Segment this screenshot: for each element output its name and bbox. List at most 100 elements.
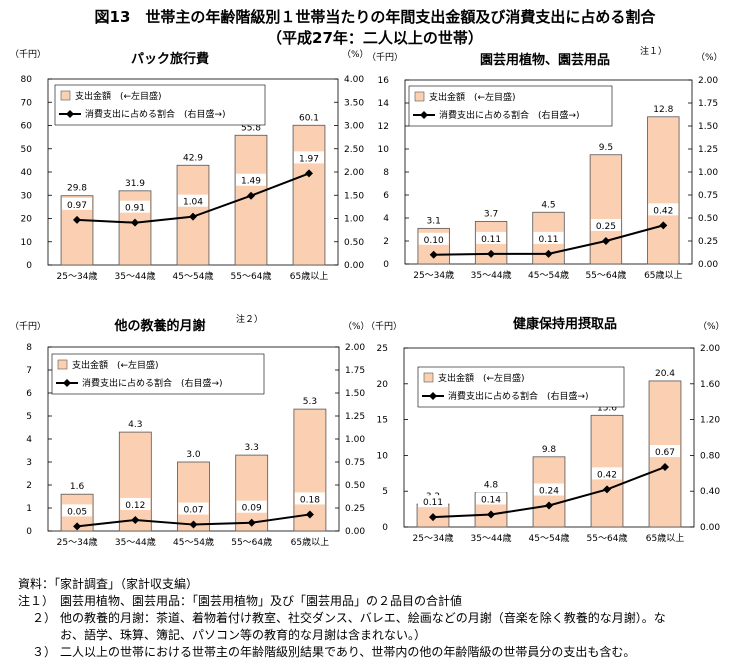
left-tick-label: 0 <box>26 261 32 271</box>
category-label: 65歳以上 <box>644 269 682 281</box>
legend-box <box>51 353 265 395</box>
ratio-label-bg <box>533 231 564 244</box>
bar-value-label: 3.3 <box>245 443 259 453</box>
left-tick-label: 20 <box>21 215 33 225</box>
right-tick-label: 0.50 <box>698 214 718 224</box>
right-tick-label: 1.25 <box>345 412 365 422</box>
left-tick-label: 40 <box>21 168 33 178</box>
left-tick-label: 2 <box>26 481 32 491</box>
figure-title: 図13 世帯主の年齢階級別１世帯当たりの年間支出金額及び消費支出に占める割合 <box>94 8 656 26</box>
category-label: 55～64歳 <box>585 269 626 281</box>
bar-value-label: 1.6 <box>70 482 85 492</box>
left-tick-label: 14 <box>378 99 390 109</box>
right-tick-label: 2.00 <box>698 76 718 86</box>
ratio-point <box>601 237 610 245</box>
right-tick-label: 1.00 <box>698 168 718 178</box>
ratio-point <box>247 518 256 527</box>
legend-bar-swatch <box>414 91 425 102</box>
right-tick-label: 3.00 <box>344 122 364 132</box>
category-label: 45～54歳 <box>528 269 569 281</box>
ratio-label-bg <box>236 173 266 186</box>
ratio-label-bg <box>120 200 150 213</box>
bar-value-label: 3.1 <box>427 216 441 226</box>
right-tick-label: 0.00 <box>345 527 365 537</box>
legend: 支出金額 (←左目盛) 消費支出に占める割合 (右目盛→) <box>417 366 625 408</box>
chart-title: 健康保持用摂取品 <box>513 316 617 332</box>
bar-value-label: 3.7 <box>484 209 498 219</box>
note-3-text: 二人以上の世帯における世帯主の年齢階級別結果であり、世帯内の他の年齢階級の世帯員… <box>60 645 636 659</box>
left-tick-label: 50 <box>21 145 33 155</box>
footnotes: 資料：「家計調査」（家計収支編） 注１） 園芸用植物、園芸用品：「園芸用植物」及び… <box>18 576 743 661</box>
ratio-value-label: 0.09 <box>242 504 262 514</box>
ratio-value-label: 0.11 <box>538 235 558 245</box>
left-tick-label: 8 <box>26 343 32 353</box>
chart-panel-2: 園芸用植物、園芸用品 注１） （千円） （%） 0 2 4 6 8 10 12 14 16 0.00 0.2… <box>367 45 723 281</box>
ratio-point <box>73 215 81 224</box>
right-tick-label: 1.50 <box>345 389 365 399</box>
bar <box>177 461 210 532</box>
right-tick-label: 2.00 <box>345 343 365 353</box>
legend-box <box>417 366 625 408</box>
bar <box>118 431 152 532</box>
ratio-value-label: 0.14 <box>481 495 501 505</box>
right-axis-unit: （%） <box>343 321 370 332</box>
category-label: 25～34歳 <box>413 269 454 281</box>
right-tick-label: 0.80 <box>700 451 720 461</box>
ratio-value-label: 0.05 <box>67 507 87 517</box>
category-label: 25～34歳 <box>57 270 98 282</box>
ratio-point <box>544 249 553 258</box>
bar <box>589 154 623 265</box>
legend-bar-swatch <box>423 372 434 383</box>
category-label: 45～54歳 <box>529 532 570 544</box>
note-3: ３） 二人以上の世帯における世帯主の年齢階級別結果であり、世帯内の他の年齢階級の世… <box>18 644 743 661</box>
right-tick-label: 2.50 <box>344 145 364 155</box>
ratio-label-bg <box>650 445 680 458</box>
bar <box>292 124 326 266</box>
ratio-point <box>189 520 198 529</box>
ratio-label-bg <box>418 495 448 508</box>
left-tick-label: 8 <box>383 168 389 178</box>
bar-value-label: 29.8 <box>67 184 87 194</box>
bar-value-label: 5.3 <box>303 397 317 407</box>
ratio-value-label: 0.25 <box>596 222 616 232</box>
bar-value-label: 9.8 <box>542 445 557 455</box>
legend-bar-label: 支出金額 (←左目盛) <box>438 372 525 384</box>
left-tick-label: 0 <box>382 523 388 533</box>
ratio-point <box>189 212 197 221</box>
charts-area: パック旅行費（千円） （%）010203040506070800.000.501.… <box>10 45 725 548</box>
ratio-value-label: 0.11 <box>423 498 443 508</box>
bar-value-label: 60.1 <box>299 113 319 123</box>
ratio-point <box>131 515 140 524</box>
note-2-text: 他の教養的月謝：茶道、着物着付け教室、社交ダンス、バレエ、絵画などの月謝（音楽を… <box>60 611 666 625</box>
note-1: 注１） 園芸用植物、園芸用品：「園芸用植物」及び「園芸用品」の２品目の合計値 <box>18 593 743 610</box>
right-tick-label: 1.50 <box>698 122 718 132</box>
ratio-label-bg <box>120 497 151 510</box>
bar-value-label: 55.8 <box>241 123 261 133</box>
ratio-point <box>659 221 668 230</box>
bar-value-label: 4.8 <box>484 481 499 491</box>
right-tick-label: 2.00 <box>344 168 364 178</box>
ratio-label-bg <box>294 151 324 164</box>
right-tick-label: 4.00 <box>344 75 364 85</box>
right-tick-label: 1.60 <box>700 380 720 390</box>
legend-box <box>54 84 266 126</box>
category-label: 45～54歳 <box>173 270 214 282</box>
left-tick-label: 7 <box>26 366 32 376</box>
figure-subtitle: （平成27年：二人以上の世帯） <box>267 29 483 47</box>
right-tick-label: 0.25 <box>345 504 365 514</box>
right-tick-label: 0.25 <box>698 237 718 247</box>
right-tick-label: 0.50 <box>344 238 364 248</box>
right-tick-label: 0.75 <box>345 458 365 468</box>
ratio-point <box>487 249 496 258</box>
bar-value-label: 12.8 <box>653 105 673 115</box>
chart-panel-3: 他の教養的月謝 注２） （千円） （%） 0 1 2 3 4 5 6 7 8 0.00 0.25 0.50 0.… <box>10 313 370 548</box>
ratio-label-bg <box>590 219 621 231</box>
chart-title-note: 注１） <box>640 45 667 57</box>
source-note: 資料：「家計調査」（家計収支編） <box>18 577 199 591</box>
left-tick-label: 5 <box>26 412 32 422</box>
left-axis-unit: （千円） <box>10 49 46 60</box>
right-tick-label: 0.75 <box>698 191 718 201</box>
ratio-label-bg <box>178 502 209 515</box>
left-tick-label: 20 <box>377 380 389 390</box>
ratio-value-label: 0.11 <box>481 235 501 245</box>
